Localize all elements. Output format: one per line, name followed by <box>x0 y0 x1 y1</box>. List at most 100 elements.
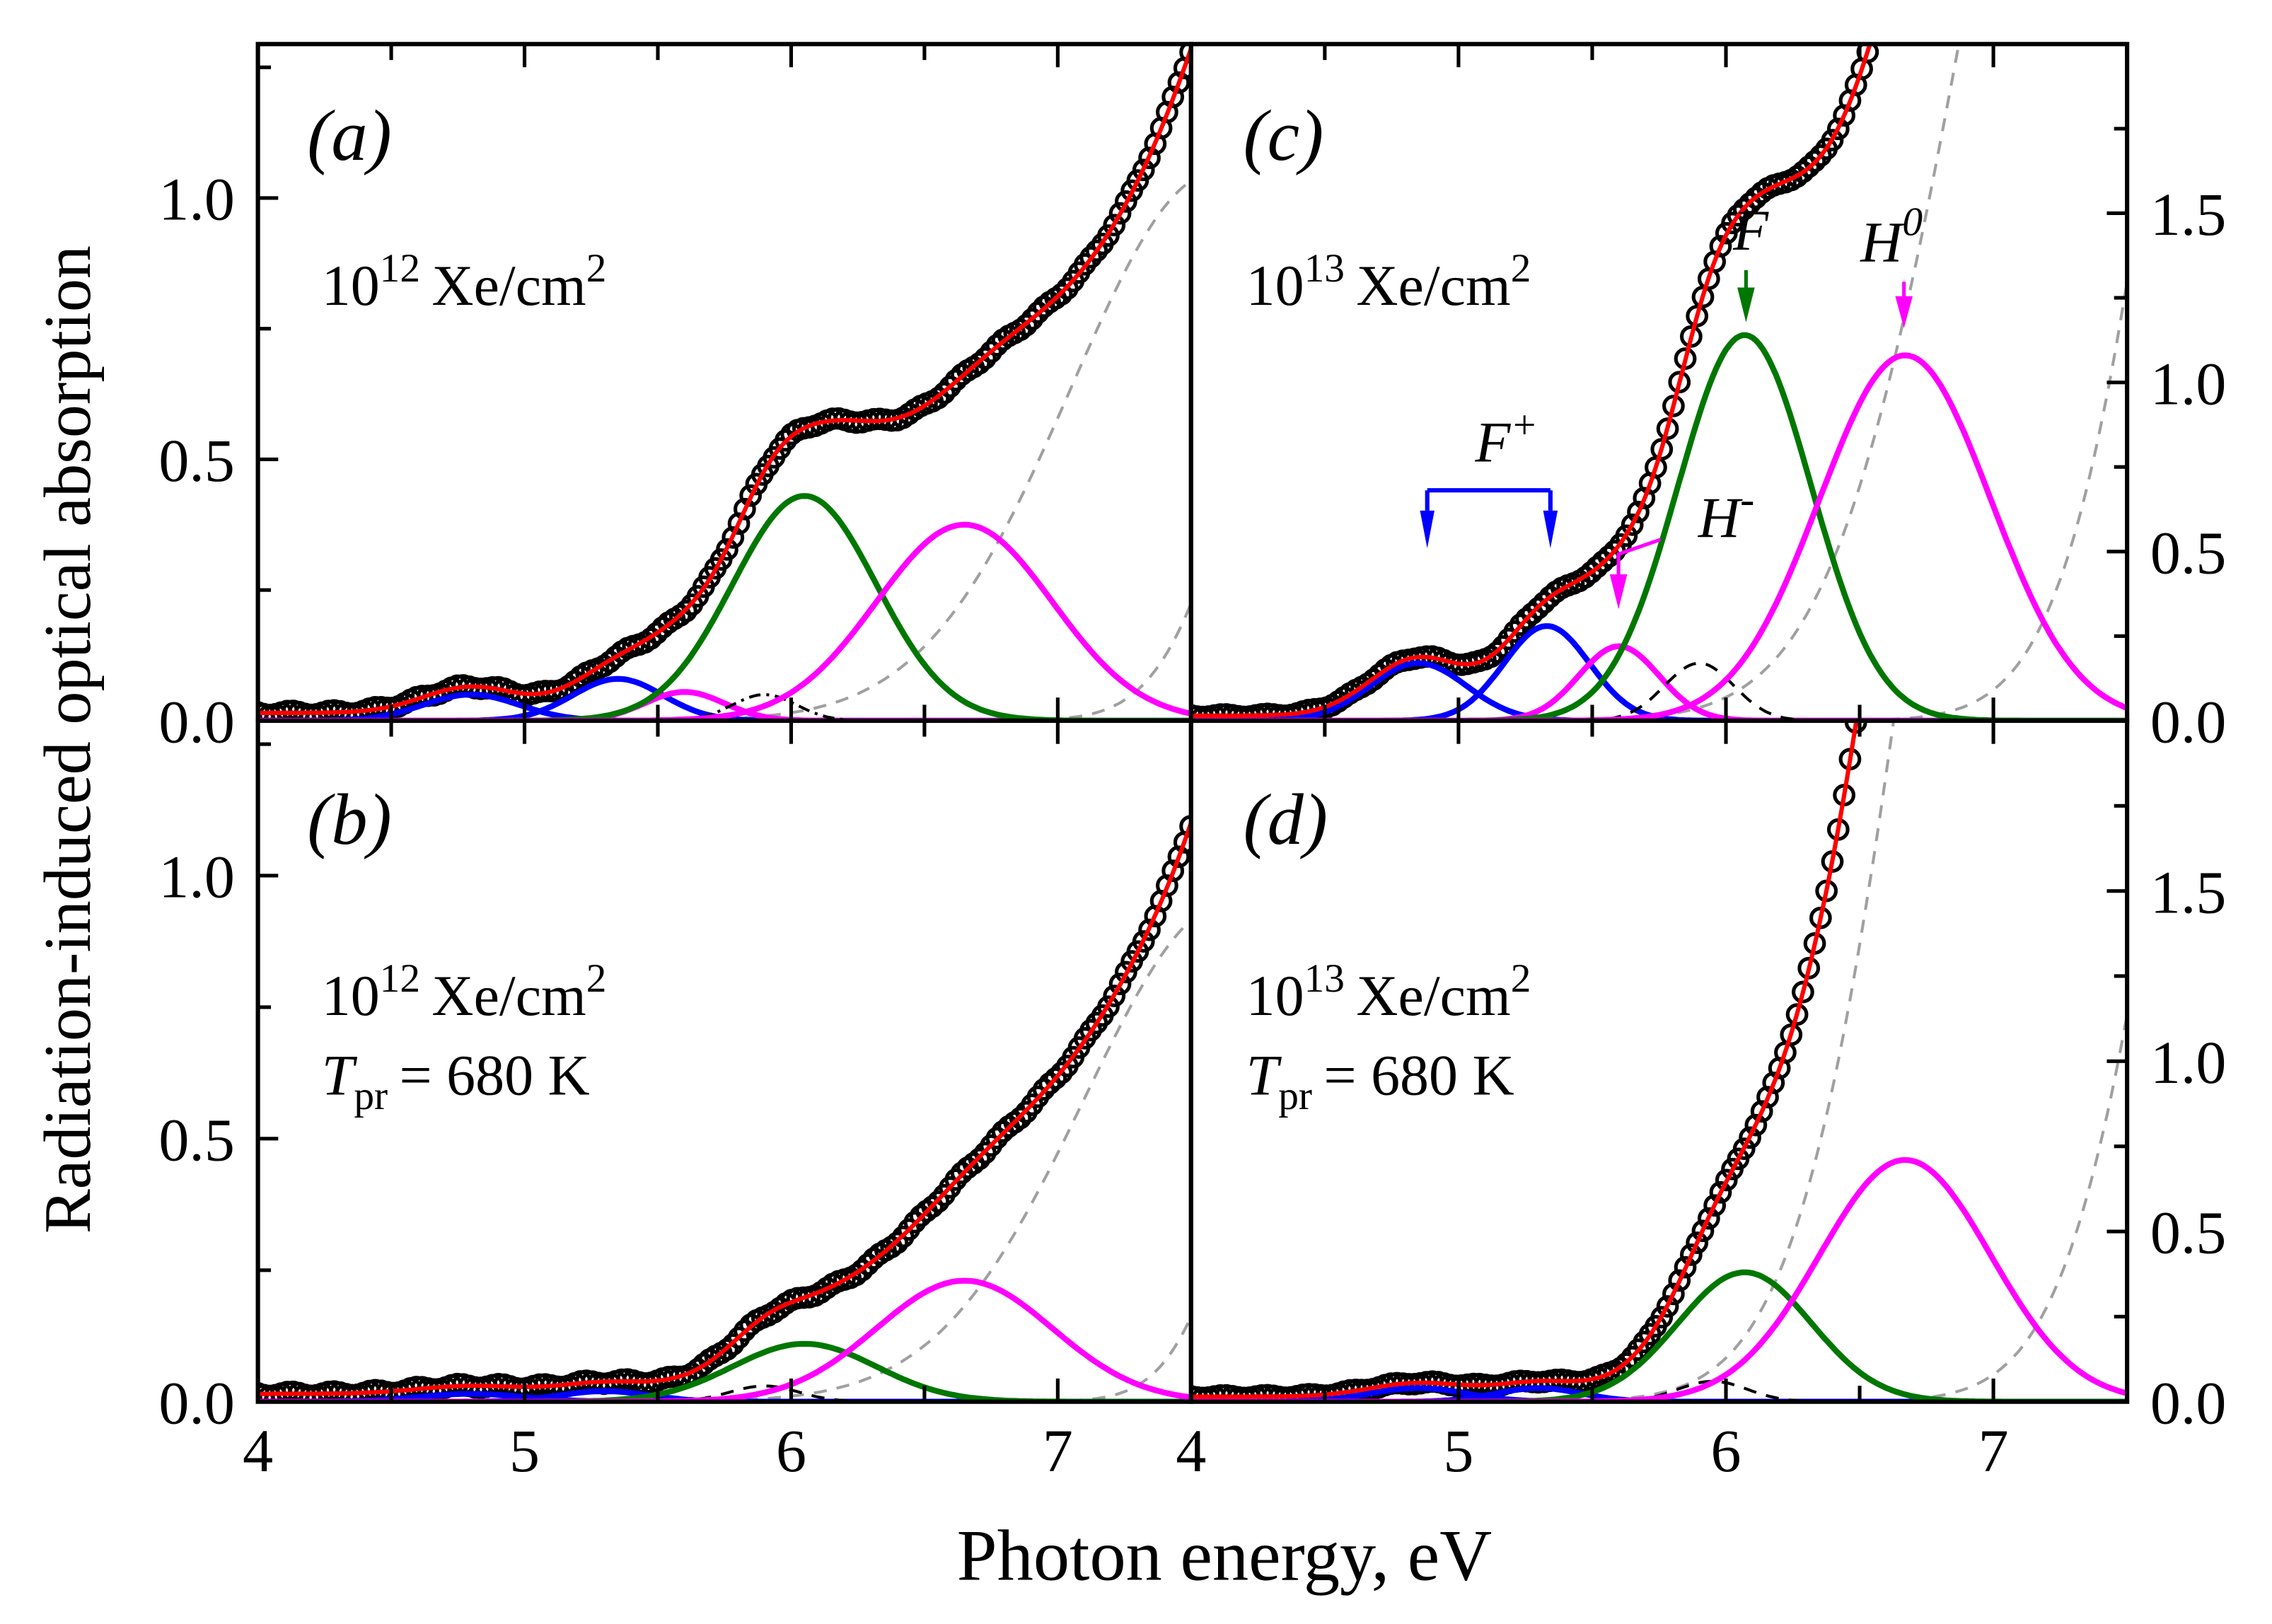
data-point <box>739 484 763 507</box>
data-point <box>1715 1168 1738 1192</box>
svg-text:H0: H0 <box>1860 200 1923 274</box>
data-point <box>1009 1106 1032 1130</box>
data-point <box>1780 1023 1803 1046</box>
data-point <box>1853 676 1872 695</box>
data-point <box>1526 597 1550 620</box>
data-point <box>1103 985 1126 1007</box>
data-point <box>734 497 756 521</box>
data-point <box>1679 1243 1703 1266</box>
svg-text:F+: F+ <box>1474 402 1538 474</box>
data-point <box>1732 1137 1756 1160</box>
data-point <box>1108 973 1132 995</box>
data-point <box>1668 371 1691 394</box>
data-point <box>1821 129 1844 151</box>
panel-c-plot <box>1190 0 2128 721</box>
data-point <box>1888 428 1907 447</box>
x-tick-label: 7 <box>1978 1417 2009 1485</box>
data-point <box>1627 500 1650 523</box>
data-point <box>850 1259 874 1282</box>
data-point <box>968 1147 991 1171</box>
component-curve-h0 <box>1190 352 2128 721</box>
data-point <box>985 1127 1009 1149</box>
panel-d-fluence: 1013 Xe/cm2 <box>1246 956 1531 1028</box>
panel-b-fluence: 1012 Xe/cm2 <box>322 956 607 1028</box>
fit-curve <box>1190 720 1859 1399</box>
x-tick-label: 4 <box>1176 1417 1206 1485</box>
data-point <box>1509 613 1532 636</box>
component-curve-h0 <box>257 1277 1191 1402</box>
f-plus-arrow-icon <box>1420 510 1558 549</box>
data-point <box>721 1333 745 1356</box>
data-point <box>1615 524 1638 547</box>
data-point <box>1894 385 1913 405</box>
data-point <box>1809 144 1832 167</box>
data-point <box>721 526 745 549</box>
panel-d-label: (d) <box>1244 780 1328 860</box>
h-minus-pointer <box>1616 538 1662 578</box>
panel-c-fluence: 1013 Xe/cm2 <box>1246 246 1531 318</box>
data-point <box>1697 1207 1720 1230</box>
data-point <box>1911 260 1930 279</box>
data-point <box>1876 514 1895 533</box>
panel-d-anneal: Tpr = 680 K <box>1246 1043 1514 1118</box>
x-tick-label: 6 <box>776 1417 806 1485</box>
component-curve-background-2 <box>1190 281 2128 721</box>
data-point <box>1797 155 1821 178</box>
component-curve-background-1 <box>1190 720 1896 1402</box>
data-point <box>1662 395 1685 417</box>
x-tick-label: 5 <box>509 1417 540 1485</box>
data-point <box>1691 1219 1715 1243</box>
data-point <box>1785 1003 1809 1026</box>
component-curve-background-1 <box>1190 44 1961 721</box>
data-point <box>1662 1282 1685 1306</box>
component-curve-minor-band <box>1190 661 2128 721</box>
data-point <box>1108 202 1132 225</box>
panel-a-frame <box>255 42 1193 724</box>
y-tick-label: 1.0 <box>2150 1028 2227 1096</box>
svg-text:F: F <box>1732 198 1769 262</box>
data-point <box>1097 995 1120 1019</box>
data-point <box>1032 1078 1055 1101</box>
data-point <box>1864 598 1883 617</box>
data-point <box>973 347 997 370</box>
fit-curve <box>257 822 1191 1396</box>
y-tick-label: 0.0 <box>2150 1369 2227 1437</box>
data-point <box>968 352 991 375</box>
panel-b-plot <box>257 815 1191 1402</box>
data-point <box>1792 980 1814 1004</box>
data-point <box>939 375 961 398</box>
panel-b-frame <box>255 718 1193 1404</box>
y-tick-label: 0.0 <box>158 1369 235 1437</box>
data-point <box>927 386 950 410</box>
data-point <box>1650 1306 1674 1329</box>
data-point <box>1923 175 1942 194</box>
h-minus-arrow-icon <box>1609 574 1628 610</box>
data-point <box>1935 95 1954 115</box>
y-tick-label: 1.0 <box>158 843 235 911</box>
y-tick-label: 0.0 <box>158 688 235 756</box>
component-curve-h0 <box>257 521 1191 721</box>
y-tick-label: 0.5 <box>2150 1199 2227 1267</box>
data-point <box>1656 1295 1679 1318</box>
data-point <box>1621 513 1644 536</box>
data-point <box>1132 158 1155 182</box>
x-tick-label: 5 <box>1443 1417 1473 1485</box>
component-curve-f-1 <box>257 1391 1191 1402</box>
data-point <box>1485 641 1509 664</box>
data-point <box>1668 1269 1691 1292</box>
data-point <box>1876 0 1895 1</box>
fit-curve <box>1190 44 1872 718</box>
data-point <box>944 1168 968 1191</box>
component-curve-h0 <box>1190 1156 2128 1402</box>
annotation-h-minus: H- <box>1609 475 1754 610</box>
x-tick-label: 4 <box>243 1417 273 1485</box>
data-point <box>1952 0 1971 7</box>
annotation-f: F <box>1732 198 1769 323</box>
x-axis-label: Photon energy, eV <box>957 1516 1493 1596</box>
f-plus-bracket <box>1425 488 1553 511</box>
data-point <box>1114 961 1137 984</box>
data-point <box>1650 438 1674 461</box>
panel-c-label: (c) <box>1244 96 1324 176</box>
data-point <box>1727 204 1750 227</box>
panel-b-label: (b) <box>307 780 391 860</box>
